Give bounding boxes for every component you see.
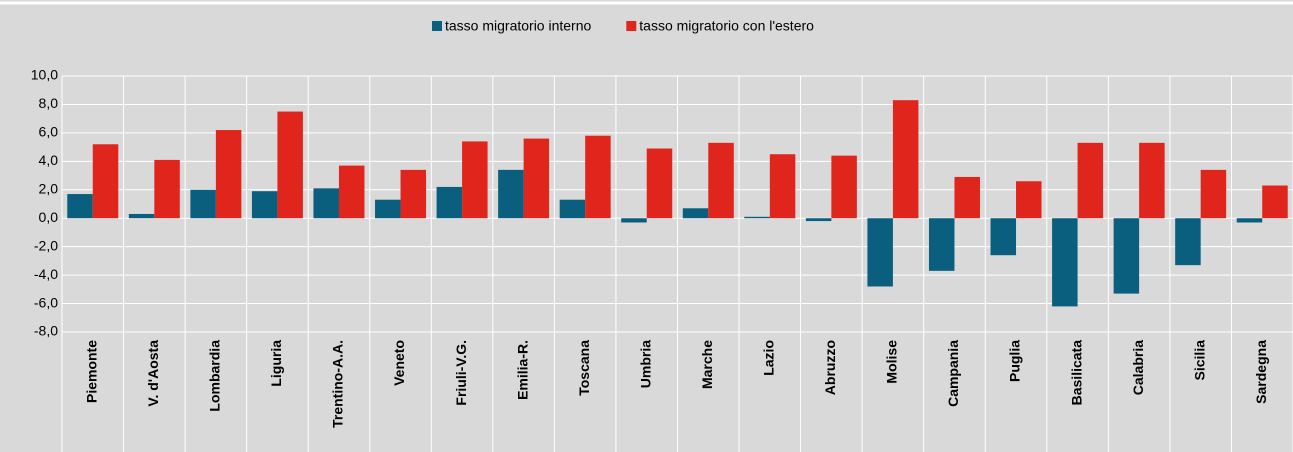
bar xyxy=(928,218,955,271)
bar xyxy=(1236,218,1263,223)
bar xyxy=(646,148,673,219)
x-tick-label: Calabria xyxy=(1130,340,1146,395)
y-tick-label: 0,0 xyxy=(39,209,59,225)
bar xyxy=(1016,181,1042,219)
x-tick-label: Liguria xyxy=(268,340,284,387)
bar xyxy=(769,154,796,219)
bar xyxy=(190,189,216,219)
legend-label: tasso migratorio con l'estero xyxy=(639,18,814,34)
bar xyxy=(67,194,93,219)
y-tick-label: -4,0 xyxy=(34,266,58,282)
bar xyxy=(1113,218,1140,294)
bar xyxy=(523,138,550,219)
x-tick-label: Emilia-R. xyxy=(514,340,530,400)
x-tick-label: Piemonte xyxy=(83,340,99,403)
x-tick-label: V. d'Aosta xyxy=(145,340,161,407)
bar xyxy=(1200,169,1227,219)
x-tick-label: Toscana xyxy=(576,340,592,396)
bar xyxy=(375,199,401,219)
bar xyxy=(1175,218,1201,266)
x-tick-label: Friuli-V.G. xyxy=(453,340,469,406)
bar xyxy=(867,218,893,287)
x-tick-label: Trentino-A.A. xyxy=(330,340,346,428)
bar xyxy=(1262,185,1288,219)
bar xyxy=(251,191,278,219)
legend-swatch xyxy=(626,21,637,31)
bar xyxy=(277,111,303,219)
bar xyxy=(831,155,857,219)
bar xyxy=(313,188,339,219)
y-tick-label: 4,0 xyxy=(39,152,59,168)
bar xyxy=(1077,142,1104,219)
bar xyxy=(92,144,119,219)
bar xyxy=(892,100,919,219)
x-tick-label: Marche xyxy=(699,340,715,389)
bar xyxy=(436,186,463,219)
bar xyxy=(559,199,586,219)
x-tick-label: Lazio xyxy=(761,340,777,376)
x-tick-label: Basilicata xyxy=(1068,340,1084,406)
y-tick-label: -8,0 xyxy=(34,323,58,339)
bar xyxy=(954,176,980,219)
x-tick-label: Sardegna xyxy=(1253,340,1269,404)
x-tick-label: Campania xyxy=(945,340,961,407)
legend-label: tasso migratorio interno xyxy=(445,18,592,34)
bar xyxy=(805,218,832,222)
bar xyxy=(215,130,242,219)
bar xyxy=(400,169,427,219)
bar xyxy=(498,169,524,219)
y-tick-label: 6,0 xyxy=(39,124,59,140)
bar xyxy=(154,159,180,219)
bar xyxy=(462,141,488,219)
bar xyxy=(338,165,365,219)
bar xyxy=(990,218,1017,256)
y-tick-label: 8,0 xyxy=(39,95,59,111)
x-tick-label: Puglia xyxy=(1007,340,1023,382)
bar xyxy=(128,213,155,219)
x-tick-label: Molise xyxy=(884,340,900,384)
bar xyxy=(744,216,770,219)
x-tick-label: Umbria xyxy=(637,340,653,388)
y-tick-label: -6,0 xyxy=(34,294,58,310)
x-tick-label: Sicilia xyxy=(1191,340,1207,381)
bar xyxy=(682,208,709,219)
y-tick-label: 2,0 xyxy=(39,180,59,196)
x-tick-label: Lombardia xyxy=(207,340,223,412)
x-tick-label: Abruzzo xyxy=(822,340,838,395)
bar xyxy=(708,142,734,219)
bar xyxy=(621,218,647,223)
y-tick-label: -2,0 xyxy=(34,237,58,253)
bar xyxy=(1052,218,1078,307)
legend-swatch xyxy=(432,21,442,31)
x-tick-label: Veneto xyxy=(391,340,407,386)
y-tick-label: 10,0 xyxy=(31,67,58,83)
bar xyxy=(585,135,611,219)
bar xyxy=(1139,142,1165,219)
